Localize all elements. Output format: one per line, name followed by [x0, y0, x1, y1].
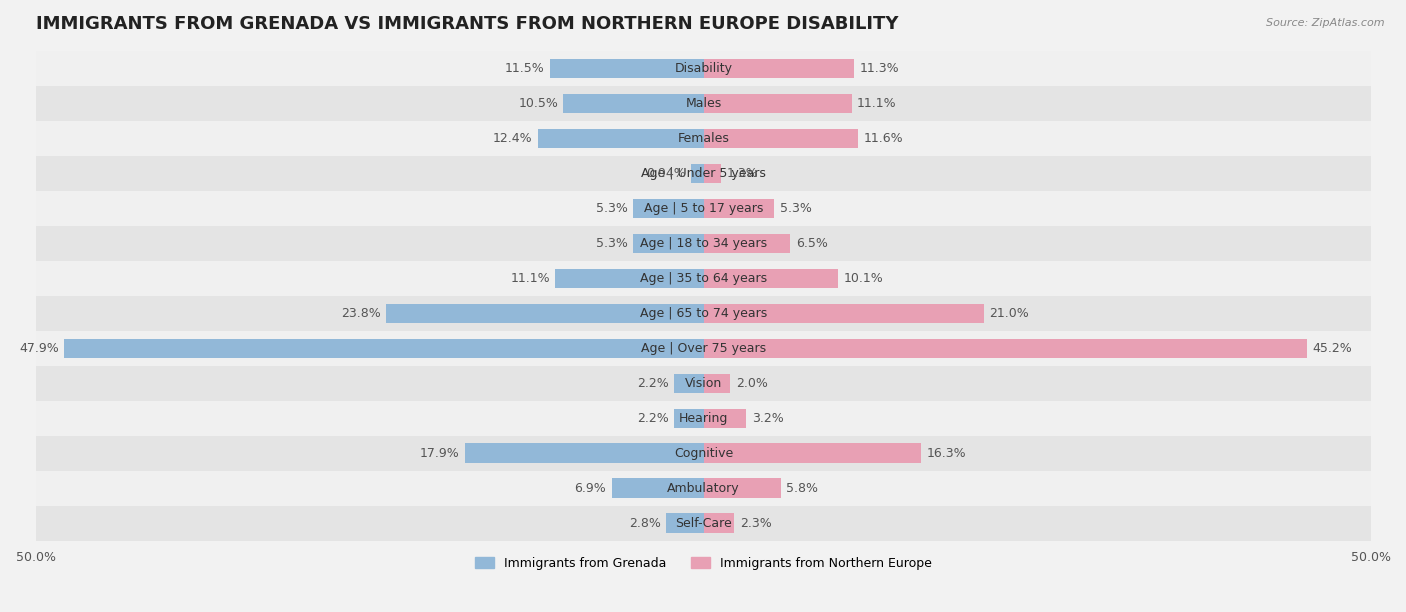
Bar: [703, 234, 790, 253]
Bar: [703, 269, 838, 288]
Bar: [37, 506, 1371, 540]
Text: 5.3%: 5.3%: [780, 202, 811, 215]
Text: Self-Care: Self-Care: [675, 517, 733, 529]
Bar: [555, 269, 703, 288]
Text: 11.1%: 11.1%: [858, 97, 897, 110]
Bar: [37, 226, 1371, 261]
Bar: [612, 479, 703, 498]
Text: Age | 35 to 64 years: Age | 35 to 64 years: [640, 272, 768, 285]
Text: 10.5%: 10.5%: [519, 97, 558, 110]
Bar: [37, 86, 1371, 121]
Bar: [703, 94, 852, 113]
Text: 2.3%: 2.3%: [740, 517, 772, 529]
Bar: [703, 513, 734, 532]
Bar: [37, 156, 1371, 191]
Bar: [675, 409, 703, 428]
Text: 0.94%: 0.94%: [645, 167, 686, 180]
Bar: [703, 338, 1308, 358]
Bar: [703, 409, 747, 428]
Bar: [703, 479, 780, 498]
Text: Source: ZipAtlas.com: Source: ZipAtlas.com: [1267, 18, 1385, 28]
Bar: [37, 366, 1371, 401]
Text: 11.3%: 11.3%: [860, 62, 900, 75]
Bar: [564, 94, 703, 113]
Text: Age | Over 75 years: Age | Over 75 years: [641, 341, 766, 355]
Text: IMMIGRANTS FROM GRENADA VS IMMIGRANTS FROM NORTHERN EUROPE DISABILITY: IMMIGRANTS FROM GRENADA VS IMMIGRANTS FR…: [37, 15, 898, 33]
Bar: [703, 373, 730, 393]
Text: Age | 5 to 17 years: Age | 5 to 17 years: [644, 202, 763, 215]
Bar: [37, 261, 1371, 296]
Bar: [675, 373, 703, 393]
Bar: [703, 129, 859, 148]
Bar: [37, 296, 1371, 330]
Legend: Immigrants from Grenada, Immigrants from Northern Europe: Immigrants from Grenada, Immigrants from…: [470, 551, 936, 575]
Text: 2.0%: 2.0%: [735, 376, 768, 390]
Text: 11.6%: 11.6%: [863, 132, 904, 145]
Text: 5.8%: 5.8%: [786, 482, 818, 494]
Text: Ambulatory: Ambulatory: [668, 482, 740, 494]
Bar: [633, 199, 703, 218]
Text: Age | 18 to 34 years: Age | 18 to 34 years: [640, 237, 768, 250]
Text: 5.3%: 5.3%: [596, 202, 627, 215]
Bar: [550, 59, 703, 78]
Bar: [37, 330, 1371, 366]
Text: 12.4%: 12.4%: [494, 132, 533, 145]
Text: 47.9%: 47.9%: [20, 341, 59, 355]
Text: 3.2%: 3.2%: [752, 412, 783, 425]
Bar: [37, 471, 1371, 506]
Bar: [37, 436, 1371, 471]
Text: Vision: Vision: [685, 376, 723, 390]
Text: 2.2%: 2.2%: [637, 376, 669, 390]
Bar: [385, 304, 703, 323]
Text: Age | 65 to 74 years: Age | 65 to 74 years: [640, 307, 768, 319]
Text: 10.1%: 10.1%: [844, 272, 883, 285]
Bar: [65, 338, 703, 358]
Bar: [633, 234, 703, 253]
Bar: [692, 163, 703, 183]
Bar: [703, 59, 855, 78]
Bar: [37, 51, 1371, 86]
Text: 2.2%: 2.2%: [637, 412, 669, 425]
Text: Cognitive: Cognitive: [673, 447, 734, 460]
Text: Disability: Disability: [675, 62, 733, 75]
Bar: [538, 129, 703, 148]
Text: Males: Males: [686, 97, 721, 110]
Text: 23.8%: 23.8%: [340, 307, 381, 319]
Text: 21.0%: 21.0%: [990, 307, 1029, 319]
Text: 1.3%: 1.3%: [727, 167, 758, 180]
Text: Females: Females: [678, 132, 730, 145]
Bar: [37, 121, 1371, 156]
Bar: [37, 191, 1371, 226]
Text: 2.8%: 2.8%: [628, 517, 661, 529]
Text: 45.2%: 45.2%: [1312, 341, 1353, 355]
Bar: [465, 444, 703, 463]
Bar: [703, 163, 721, 183]
Text: 16.3%: 16.3%: [927, 447, 966, 460]
Text: 17.9%: 17.9%: [419, 447, 460, 460]
Text: 6.5%: 6.5%: [796, 237, 828, 250]
Text: Hearing: Hearing: [679, 412, 728, 425]
Text: 11.1%: 11.1%: [510, 272, 550, 285]
Bar: [703, 444, 921, 463]
Bar: [666, 513, 703, 532]
Text: 11.5%: 11.5%: [505, 62, 544, 75]
Text: Age | Under 5 years: Age | Under 5 years: [641, 167, 766, 180]
Bar: [703, 304, 984, 323]
Text: 5.3%: 5.3%: [596, 237, 627, 250]
Text: 6.9%: 6.9%: [575, 482, 606, 494]
Bar: [703, 199, 775, 218]
Bar: [37, 401, 1371, 436]
